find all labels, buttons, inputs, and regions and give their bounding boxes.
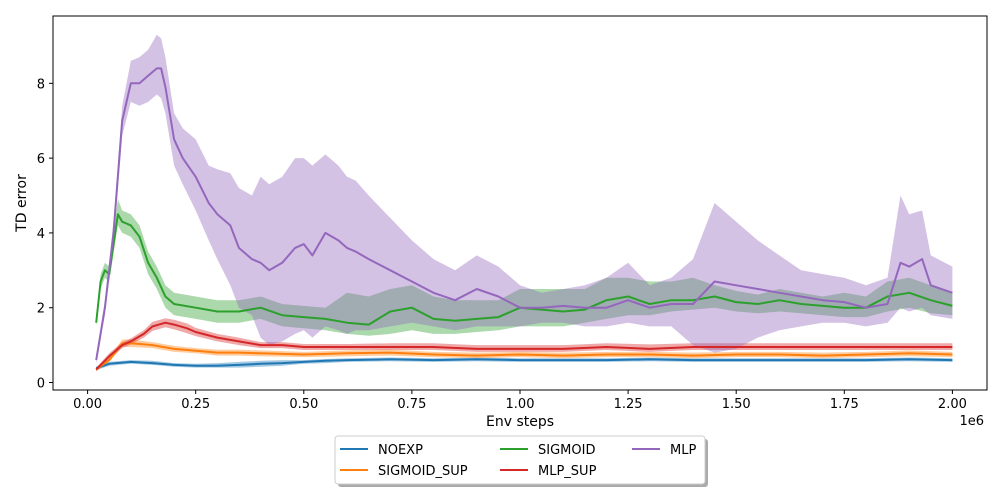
- series-line-sigmoid-sup: [95, 342, 953, 371]
- legend-label-mlp: MLP: [670, 443, 696, 458]
- legend-label-noexp: NOEXP: [378, 443, 423, 458]
- x-tick-label: 2.00: [938, 397, 967, 412]
- legend-label-sigmoid: SIGMOID: [538, 443, 595, 458]
- x-tick-label: 1.50: [722, 397, 751, 412]
- x-tick-label: 1.75: [830, 397, 859, 412]
- confidence-bands: [96, 34, 953, 372]
- x-axis-offset-label: 1e6: [959, 414, 984, 429]
- legend-label-sigmoid-sup: SIGMOID_SUP: [378, 464, 468, 479]
- series-line-sigmoid: [95, 213, 953, 326]
- y-tick-label: 6: [37, 152, 45, 167]
- series-line-mlp-sup: [95, 321, 953, 371]
- x-axis-label: Env steps: [486, 414, 554, 430]
- legend-label-mlp-sup: MLP_SUP: [538, 464, 597, 479]
- y-tick-label: 2: [37, 302, 45, 317]
- y-axis-label: TD error: [14, 174, 30, 233]
- band-mlp: [96, 34, 953, 364]
- y-tick-label: 8: [37, 77, 45, 92]
- legend-items: NOEXP SIGMOID_SUP SIGMOID MLP_SUP MLP: [340, 443, 696, 479]
- y-tick-label: 0: [37, 377, 45, 392]
- series-lines: [95, 67, 953, 371]
- legend-box: [334, 435, 706, 485]
- y-tick-label: 4: [37, 227, 45, 242]
- x-tick-label: 0.25: [181, 397, 210, 412]
- y-axis-ticks: 0 2 4 6 8: [37, 77, 53, 392]
- x-axis-ticks: 0.00 0.25 0.50 0.75 1.00 1.25 1.50 1.75 2.00: [73, 390, 967, 412]
- x-tick-label: 1.00: [506, 397, 535, 412]
- series-line-mlp: [95, 67, 953, 361]
- x-tick-label: 0.50: [289, 397, 318, 412]
- x-tick-label: 0.75: [397, 397, 426, 412]
- series-line-noexp: [95, 358, 953, 370]
- legend: NOEXP SIGMOID_SUP SIGMOID MLP_SUP MLP: [334, 435, 708, 487]
- x-tick-label: 0.00: [73, 397, 102, 412]
- x-tick-label: 1.25: [614, 397, 643, 412]
